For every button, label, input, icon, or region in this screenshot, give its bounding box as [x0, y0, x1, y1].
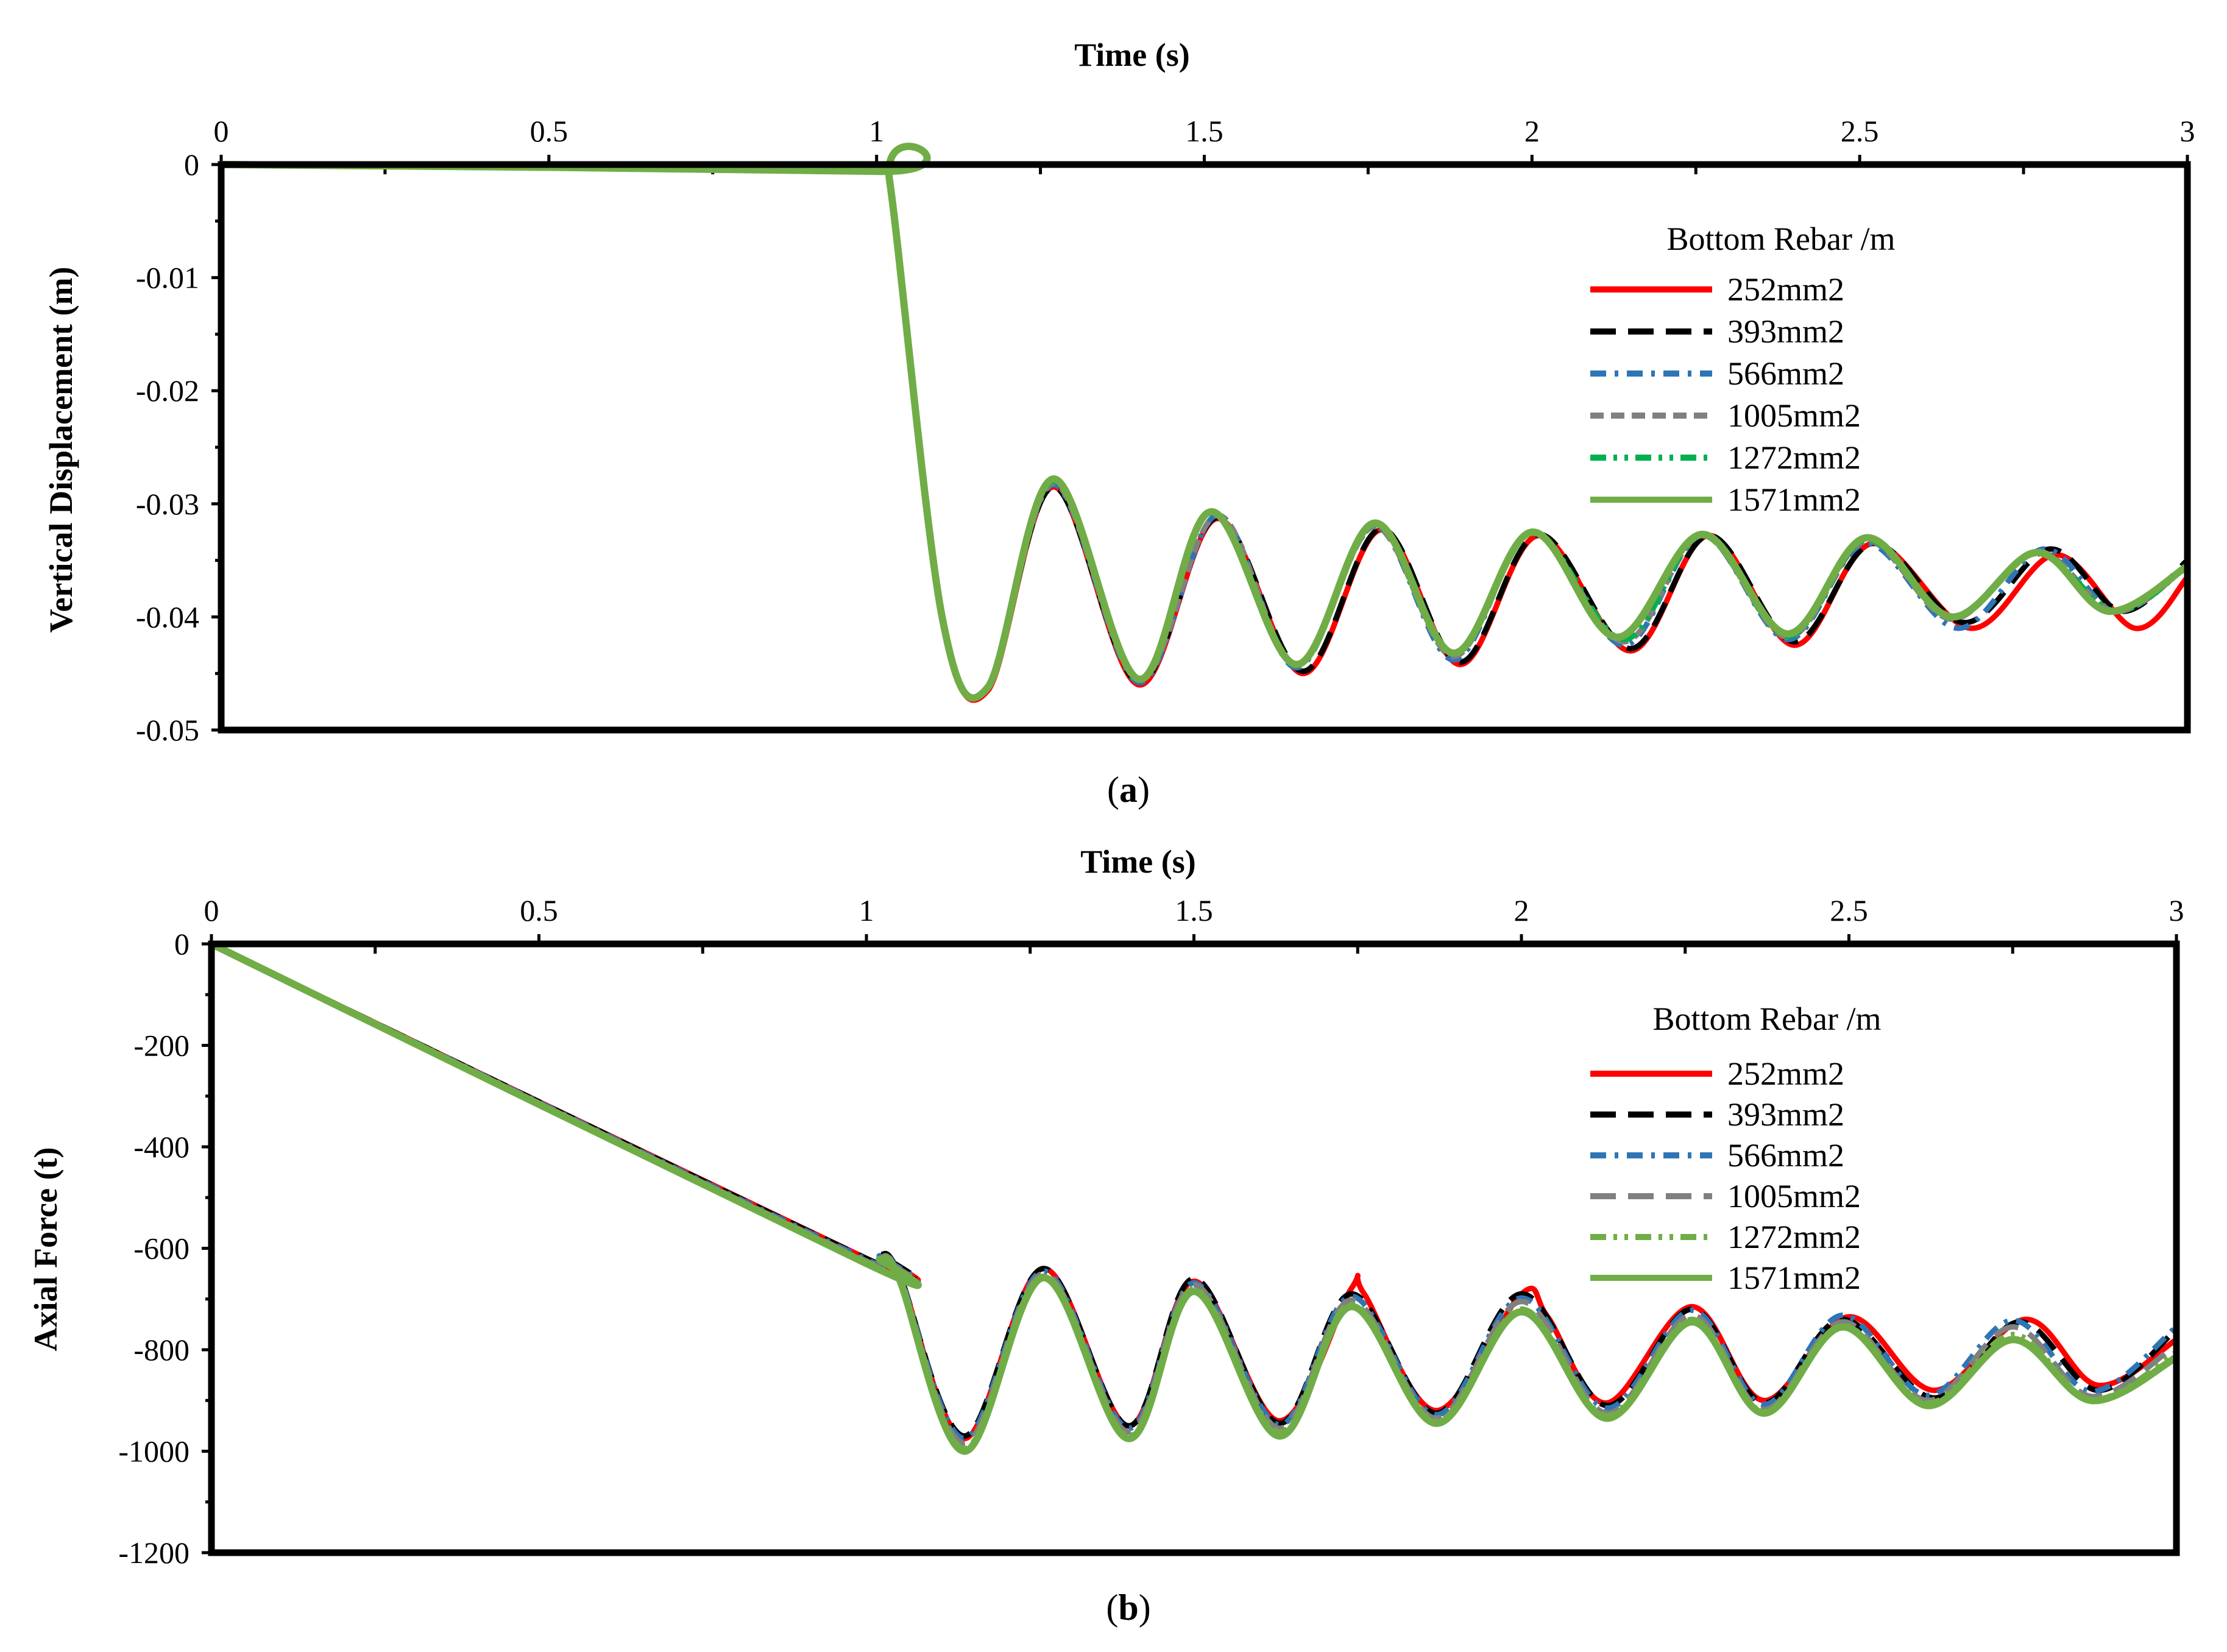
- legend-b: Bottom Rebar /m 252mm2 393mm2 566mm2 1005mm2…: [1590, 1001, 1881, 1296]
- panel-label-b: (b): [1106, 1587, 1150, 1628]
- y-axis-title-a: Vertical Displacement (m): [43, 267, 79, 633]
- y-tick-label-b: -1200: [118, 1536, 189, 1570]
- legend-label-1005mm2-a: 1005mm2: [1727, 397, 1861, 434]
- legend-a: Bottom Rebar /m 252mm2 393mm2 566mm2 1005mm2…: [1590, 221, 1895, 518]
- series-line-1571mm2-a: [221, 143, 2190, 702]
- x-tick-label-a: 2: [1524, 114, 1540, 148]
- panel-label-a-open: (: [1107, 770, 1119, 810]
- chart-panel-a: Time (s) Vertical Displacement (m) 0 0.5 1…: [43, 37, 2195, 810]
- x-tick-label-b: 0: [204, 893, 219, 927]
- legend-label-252mm2-b: 252mm2: [1727, 1055, 1844, 1092]
- panel-label-a-close: ): [1138, 770, 1150, 810]
- panel-label-b-letter: b: [1118, 1587, 1138, 1628]
- legend-label-1571mm2-a: 1571mm2: [1727, 481, 1861, 518]
- legend-title-b: Bottom Rebar /m: [1653, 1001, 1882, 1037]
- y-tick-label-b: -600: [133, 1232, 189, 1266]
- x-tick-label-b: 0.5: [520, 893, 558, 927]
- x-tick-label-b: 2: [1514, 893, 1529, 927]
- series-line-1571mm2-b: [210, 940, 2178, 1455]
- y-tick-label-a: 0: [184, 147, 199, 182]
- y-axis-title-b: Axial Force (t): [27, 1147, 64, 1352]
- panel-label-b-close: ): [1139, 1587, 1151, 1628]
- x-tick-label-b: 1.5: [1175, 893, 1213, 927]
- x-tick-label-b: 1: [859, 893, 874, 927]
- y-tick-label-b: 0: [174, 927, 189, 961]
- chart-panel-b: Time (s) Axial Force (t) 0 0.5 1 1.5 2 2.5 3 0 -…: [27, 843, 2184, 1628]
- y-tick-label-b: -200: [133, 1029, 189, 1063]
- y-tick-label-a: -0.05: [136, 713, 199, 747]
- x-tick-label-a: 0.5: [530, 114, 568, 148]
- y-tick-label-a: -0.03: [136, 487, 199, 521]
- legend-title-a: Bottom Rebar /m: [1667, 221, 1896, 257]
- x-tick-label-a: 1: [869, 114, 884, 148]
- legend-label-566mm2-b: 566mm2: [1727, 1137, 1844, 1174]
- panel-label-a-letter: a: [1119, 770, 1138, 810]
- x-tick-label-a: 0: [214, 114, 229, 148]
- y-tick-label-a: -0.04: [136, 600, 199, 634]
- legend-label-1272mm2-b: 1272mm2: [1727, 1219, 1861, 1255]
- ticks-b: 0 0.5 1 1.5 2 2.5 3 0 -200 -400 -600 -800 -1000 -1200: [118, 893, 2184, 1570]
- series-lines-b: [210, 940, 2178, 1455]
- y-tick-label-b: -1000: [118, 1434, 189, 1469]
- x-tick-label-a: 2.5: [1841, 114, 1879, 148]
- x-axis-title-a: Time (s): [1074, 37, 1189, 73]
- panel-label-a: (a): [1107, 770, 1150, 810]
- legend-label-1272mm2-a: 1272mm2: [1727, 439, 1861, 476]
- plot-frame-b: [208, 940, 2180, 1556]
- panel-label-b-open: (: [1106, 1587, 1118, 1628]
- legend-label-1005mm2-b: 1005mm2: [1727, 1178, 1861, 1214]
- legend-label-393mm2-a: 393mm2: [1727, 313, 1844, 350]
- legend-label-252mm2-a: 252mm2: [1727, 271, 1844, 308]
- legend-label-393mm2-b: 393mm2: [1727, 1096, 1844, 1133]
- x-axis-title-b: Time (s): [1080, 843, 1195, 880]
- ticks-a: 0 0.5 1 1.5 2 2.5 3 0 -0.01 -0.02 -0.03 -0.04 -0.05: [136, 114, 2195, 747]
- x-tick-label-a: 1.5: [1185, 114, 1223, 148]
- x-tick-label-a: 3: [2180, 114, 2195, 148]
- y-tick-label-b: -800: [133, 1333, 189, 1367]
- x-tick-label-b: 2.5: [1830, 893, 1868, 927]
- plot-frame-a: [218, 161, 2191, 734]
- y-tick-label-a: -0.01: [136, 261, 199, 295]
- y-tick-label-a: -0.02: [136, 374, 199, 408]
- x-tick-label-b: 3: [2169, 893, 2184, 927]
- y-tick-label-b: -400: [133, 1130, 189, 1164]
- series-lines-a: [221, 143, 2190, 703]
- legend-label-566mm2-a: 566mm2: [1727, 355, 1844, 392]
- legend-label-1571mm2-b: 1571mm2: [1727, 1260, 1861, 1296]
